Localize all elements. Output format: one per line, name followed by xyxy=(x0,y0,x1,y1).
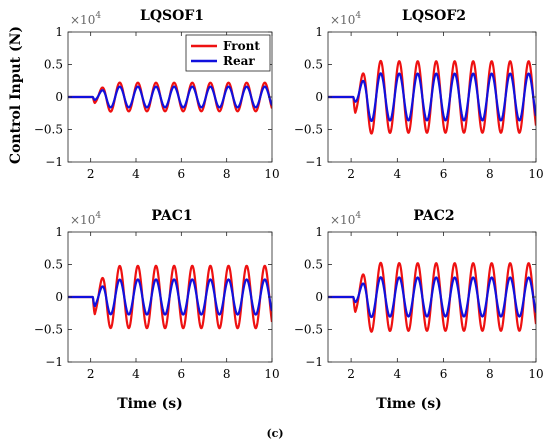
y-tick-label: 0.5 xyxy=(304,58,323,72)
y-tick-label: 1 xyxy=(315,25,323,39)
figure-caption: (c) xyxy=(266,427,283,440)
series-line-rear xyxy=(68,85,272,109)
x-tick-label: 8 xyxy=(223,167,231,181)
panel-title: PAC2 xyxy=(413,208,454,224)
y-axis-label: Control Input (N) xyxy=(8,26,24,164)
panel-title: LQSOF2 xyxy=(402,8,466,24)
y-tick-label: −0.5 xyxy=(34,123,63,137)
series-line-rear xyxy=(68,278,272,316)
y-tick-label: 1 xyxy=(55,25,63,39)
x-tick-label: 2 xyxy=(87,167,95,181)
x-tick-label: 2 xyxy=(87,367,95,381)
x-tick-label: 8 xyxy=(486,367,494,381)
x-axis-label-left: Time (s) xyxy=(117,396,182,412)
y-tick-label: −0.5 xyxy=(34,323,63,337)
legend-label-front: Front xyxy=(223,39,260,53)
x-axis-label-right: Time (s) xyxy=(376,396,441,412)
x-tick-label: 6 xyxy=(178,367,186,381)
y-tick-label: −1 xyxy=(45,155,63,169)
x-tick-label: 6 xyxy=(178,167,186,181)
y-tick-label: 0.5 xyxy=(44,58,63,72)
y-tick-label: −0.5 xyxy=(294,323,323,337)
y-tick-label: −1 xyxy=(305,155,323,169)
axis-multiplier: ×104 xyxy=(70,11,101,27)
y-tick-label: 0 xyxy=(55,90,63,104)
series-line-rear xyxy=(328,72,536,123)
panel-lqsof2: 2 4 6 8 10 1 0.5 0 −0.5 −1 ×104 LQSOF2 xyxy=(294,8,544,181)
series-line-rear xyxy=(328,276,536,319)
y-tick-label: 0 xyxy=(315,290,323,304)
y-tick-label: −1 xyxy=(45,355,63,369)
y-tick-label: 0 xyxy=(315,90,323,104)
legend-label-rear: Rear xyxy=(223,54,255,68)
axis-multiplier: ×104 xyxy=(330,11,361,27)
x-tick-label: 2 xyxy=(347,167,355,181)
x-tick-label: 10 xyxy=(264,167,279,181)
x-tick-label: 4 xyxy=(394,367,402,381)
x-tick-label: 6 xyxy=(440,167,448,181)
y-tick-label: −0.5 xyxy=(294,123,323,137)
x-tick-label: 8 xyxy=(223,367,231,381)
y-tick-label: 0 xyxy=(55,290,63,304)
y-tick-label: 1 xyxy=(55,225,63,239)
x-tick-label: 10 xyxy=(264,367,279,381)
legend-box xyxy=(185,34,271,72)
panel-title: LQSOF1 xyxy=(140,8,204,24)
panel-pac2: 2 4 6 8 10 1 0.5 0 −0.5 −1 ×104 PAC2 xyxy=(294,208,544,381)
x-tick-label: 10 xyxy=(528,367,543,381)
y-tick-label: 0.5 xyxy=(44,258,63,272)
axis-multiplier: ×104 xyxy=(330,211,361,227)
x-tick-label: 4 xyxy=(132,367,140,381)
x-tick-label: 6 xyxy=(440,367,448,381)
y-tick-label: −1 xyxy=(305,355,323,369)
x-tick-label: 10 xyxy=(528,167,543,181)
panel-title: PAC1 xyxy=(151,208,192,224)
axis-multiplier: ×104 xyxy=(70,211,101,227)
y-tick-label: 1 xyxy=(315,225,323,239)
x-tick-label: 4 xyxy=(132,167,140,181)
x-tick-label: 2 xyxy=(347,367,355,381)
panel-pac1: 2 4 6 8 10 1 0.5 0 −0.5 −1 ×104 PAC1 xyxy=(34,208,280,381)
y-tick-label: 0.5 xyxy=(304,258,323,272)
x-tick-label: 8 xyxy=(486,167,494,181)
x-tick-label: 4 xyxy=(394,167,402,181)
